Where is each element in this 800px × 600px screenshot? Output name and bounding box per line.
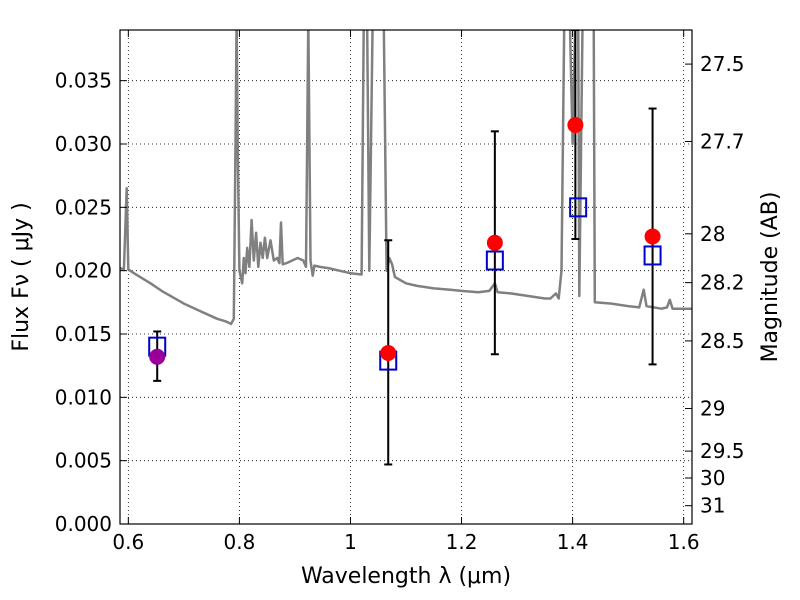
data-markers	[148, 117, 662, 371]
y2-tick-label: 31	[700, 494, 725, 518]
red-circle-marker	[380, 345, 397, 361]
y2-axis-label: Magnitude (AB)	[758, 192, 783, 363]
red-circle-marker	[644, 228, 661, 245]
x-tick-label: 0.6	[112, 530, 144, 554]
blue-square-marker	[569, 197, 588, 218]
y2-tick-label: 27.7	[700, 129, 745, 153]
grid	[120, 30, 692, 525]
x-tick-label: 1.4	[557, 530, 589, 554]
red-circle-marker	[567, 117, 584, 133]
purple-circle-marker	[149, 348, 166, 365]
y2-tick-label: 30	[700, 466, 725, 490]
x-tick-label: 1.6	[668, 530, 700, 554]
y2-tick-label: 29.5	[700, 439, 745, 463]
x-tick-label: 1	[344, 530, 357, 554]
y2-tick-label: 28.5	[700, 329, 745, 353]
y-tick-label: 0.020	[55, 259, 112, 283]
blue-square-marker	[643, 245, 662, 266]
axis-ticks: 0.6 0.8 1 1.2 1.4 1.6 0.000 0.005 0.010 0.015 0.02…	[55, 30, 745, 554]
y2-tick-label: 29	[700, 396, 725, 420]
y-tick-label: 0.000	[55, 512, 112, 536]
y-tick-label: 0.010	[55, 385, 112, 409]
y2-tick-label: 27.5	[700, 52, 745, 76]
y-tick-label: 0.030	[55, 132, 112, 156]
x-tick-label: 1.2	[446, 530, 478, 554]
y2-tick-label: 28	[700, 222, 725, 246]
x-tick-label: 0.8	[223, 530, 255, 554]
y-tick-label: 0.005	[55, 449, 112, 473]
y2-tick-label: 28.2	[700, 271, 745, 295]
y-axis-label: Flux Fν ( μJy )	[9, 202, 34, 351]
blue-square-marker	[485, 250, 504, 271]
red-circle-marker	[486, 234, 503, 251]
x-axis-label: Wavelength λ (μm)	[301, 564, 511, 589]
model-spectrum	[120, 30, 692, 326]
y-tick-label: 0.015	[55, 322, 112, 346]
y-tick-label: 0.025	[55, 195, 112, 219]
y-tick-label: 0.035	[55, 69, 112, 93]
plot-frame	[119, 29, 693, 525]
spectrum-line	[120, 30, 692, 326]
